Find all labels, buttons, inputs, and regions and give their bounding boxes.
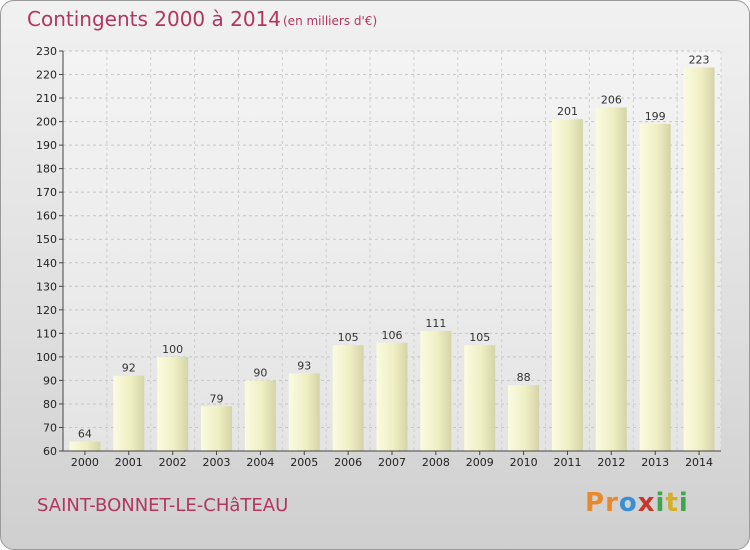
y-tick-label: 80 [43,398,57,411]
logo-letter: i [655,488,666,518]
logo-letter: P [585,488,606,518]
bar-value-label: 106 [382,329,403,342]
x-tick-label: 2007 [378,456,406,469]
bars: 64 92 100 79 90 93 105 106 111 105 88 201 206 199 223 [69,53,715,452]
x-tick-label: 2003 [203,456,231,469]
bar-value-label: 206 [601,93,622,106]
x-tick-label: 2013 [641,456,669,469]
y-tick-label: 210 [36,92,57,105]
bar [288,373,320,451]
bar [332,345,364,451]
commune-name: SAINT-BONNET-LE-CHâTEAU [37,495,289,516]
y-tick-label: 150 [36,233,57,246]
bar [201,406,233,451]
y-tick-label: 60 [43,445,57,458]
bar [551,119,583,451]
chart-subtitle: (en milliers d'€) [283,14,378,28]
bar-value-label: 199 [645,110,666,123]
y-tick-label: 180 [36,163,57,176]
y-tick-label: 130 [36,280,57,293]
bar [595,107,627,452]
bar-value-label: 111 [425,317,446,330]
bar-value-label: 90 [253,366,267,379]
x-tick-label: 2011 [553,456,581,469]
logo-letter: i [678,488,689,518]
bar-value-label: 79 [210,392,224,405]
y-tick-label: 140 [36,257,57,270]
y-tick-label: 70 [43,421,57,434]
logo-letter: t [665,488,679,518]
x-tick-label: 2012 [597,456,625,469]
bar-value-label: 88 [517,371,531,384]
x-tick-label: 2009 [466,456,494,469]
y-tick-label: 160 [36,210,57,223]
logo-letter: o [618,488,638,518]
y-tick-label: 100 [36,351,57,364]
logo-letter: r [605,488,619,518]
axes: 60 70 80 90 100 110 120 130 140 150 160 170 180 190 20… [36,45,721,469]
chart-title: Contingents 2000 à 2014 [27,7,282,31]
x-tick-label: 2004 [246,456,274,469]
y-tick-label: 170 [36,186,57,199]
bar-value-label: 105 [469,331,490,344]
x-tick-label: 2000 [71,456,99,469]
bar-value-label: 105 [338,331,359,344]
bar [464,345,496,451]
bar [113,375,145,451]
bar-value-label: 64 [78,428,92,441]
bar [376,342,408,451]
x-tick-label: 2008 [422,456,450,469]
bar [683,67,715,452]
y-tick-label: 220 [36,69,57,82]
bar-value-label: 100 [162,343,183,356]
bar-value-label: 92 [122,362,136,375]
y-tick-label: 190 [36,139,57,152]
x-tick-label: 2010 [510,456,538,469]
x-tick-label: 2014 [685,456,713,469]
bar [69,441,101,451]
bar [244,380,276,451]
y-tick-label: 110 [36,327,57,340]
bar [639,123,671,452]
bar-value-label: 223 [689,53,710,66]
proxiti-logo: Proxiti [585,488,689,518]
bar-value-label: 93 [297,359,311,372]
y-tick-label: 120 [36,304,57,317]
bar-value-label: 201 [557,105,578,118]
x-tick-label: 2005 [290,456,318,469]
bar [157,356,189,451]
x-tick-label: 2006 [334,456,362,469]
y-tick-label: 230 [36,45,57,58]
bar [420,331,452,451]
y-tick-label: 90 [43,374,57,387]
logo-letter: x [637,488,656,518]
bar [508,385,540,451]
x-tick-label: 2002 [159,456,187,469]
y-tick-label: 200 [36,116,57,129]
x-tick-label: 2001 [115,456,143,469]
